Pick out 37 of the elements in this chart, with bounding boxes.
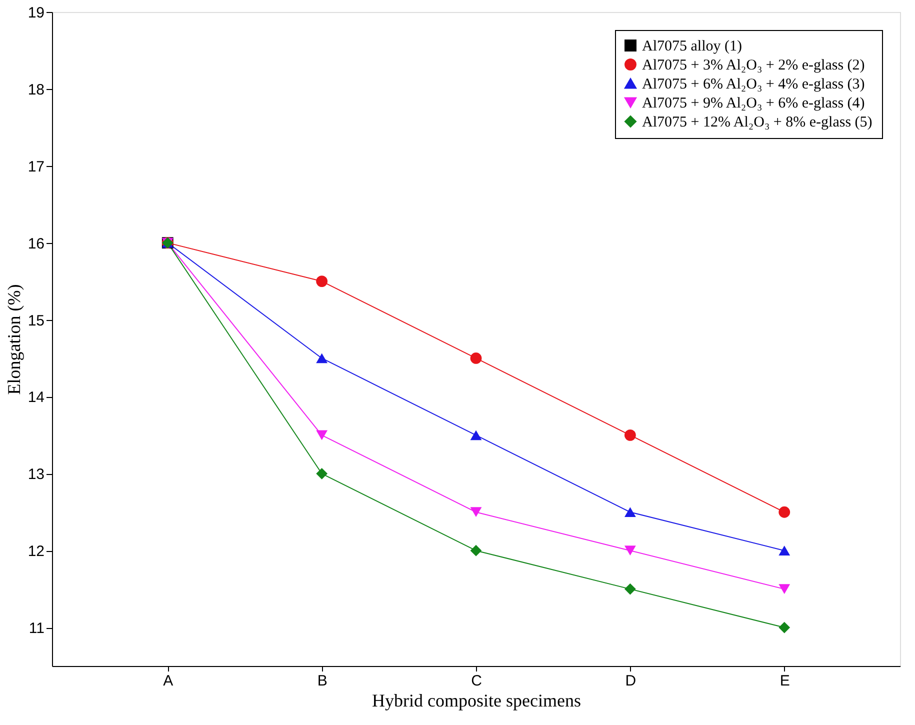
y-tick-label: 15: [28, 312, 44, 330]
point: [316, 430, 328, 440]
point: [778, 622, 790, 634]
y-tick-label: 16: [28, 235, 44, 252]
y-axis-title: Elongation (%): [4, 284, 24, 395]
point: [778, 506, 790, 518]
y-tick-label: 12: [28, 543, 44, 560]
y-tick-label: 17: [28, 158, 44, 176]
x-tick-label: B: [317, 672, 328, 690]
legend-label: Al7075 + 9% Al₂O₃ + 6% e-glass (4): [642, 96, 865, 112]
y-tick-label: 18: [28, 81, 44, 98]
point: [470, 430, 482, 440]
point: [778, 584, 790, 594]
y-tick-label: 11: [28, 620, 44, 638]
point: [624, 546, 636, 556]
x-tick-label: D: [625, 672, 636, 690]
x-tick-label: A: [163, 672, 174, 690]
y-tick-label: 14: [28, 389, 44, 406]
legend-label: Al7075 + 3% Al₂O₃ + 2% e-glass (2): [642, 58, 865, 74]
legend-label: Al7075 + 12% Al₂O₃ + 8% e-glass (5): [642, 114, 872, 130]
point: [316, 353, 328, 364]
point: [624, 429, 636, 441]
point: [624, 507, 636, 518]
point: [624, 583, 636, 595]
point: [470, 507, 482, 518]
legend-label: Al7075 + 6% Al₂O₃ + 4% e-glass (3): [642, 76, 865, 92]
point: [778, 546, 790, 556]
y-tick-label: 19: [28, 4, 44, 22]
legend-label: Al7075 alloy (1): [642, 38, 742, 54]
point: [470, 544, 482, 556]
x-tick-label: E: [780, 672, 790, 690]
x-tick-label: C: [471, 672, 482, 690]
point: [316, 468, 328, 480]
y-tick-label: 13: [28, 466, 44, 484]
point: [470, 352, 482, 364]
x-axis-title: Hybrid composite specimens: [372, 690, 581, 710]
point: [316, 276, 328, 287]
